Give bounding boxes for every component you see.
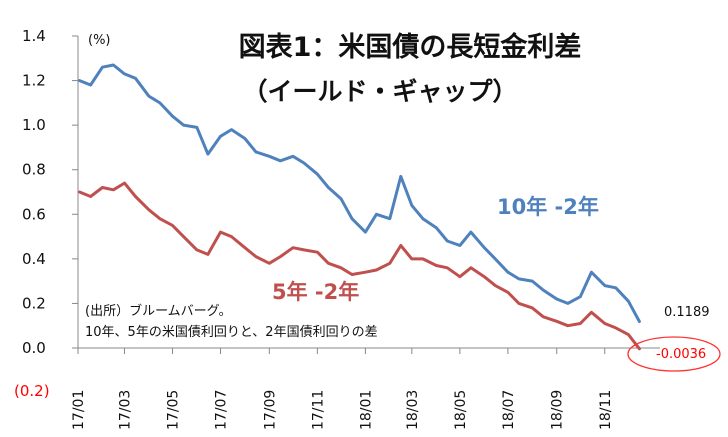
end-value-5y-2y: -0.0036 [656,347,706,362]
x-tick-label: 18/11 [598,390,614,430]
x-tick-label: 17/09 [262,390,278,430]
y-tick-label: 1.2 [22,72,46,90]
x-tick-label: 18/03 [405,390,421,430]
end-value-10y-2y: 0.1189 [664,305,710,320]
y-tick-label: 0.0 [22,339,46,357]
x-tick-label: 18/01 [358,390,374,430]
highlight-ellipse [627,336,721,372]
series-group [78,63,641,351]
axes [77,36,660,349]
source-note-line-1: (出所）ブルームバーグ。 [85,303,232,319]
y-axis-unit-label: (%) [88,33,111,48]
series-label-5y-2y: 5年 -2年 [272,280,359,304]
x-tick-label: 18/09 [550,390,566,430]
x-tick-label: 18/07 [501,390,517,430]
series-label-10y-2y: 10年 -2年 [497,195,599,219]
source-note-line-2: 10年、5年の米国債利回りと、2年国債利回りの差 [85,325,378,340]
x-tick-label: 17/01 [71,390,87,430]
y-tick-label: 1.0 [22,116,46,134]
series-line-10y-2y [78,63,641,323]
x-tick-label: 17/07 [214,390,230,430]
x-tick-label: 17/11 [310,390,326,430]
x-tick-group: 17/01 17/03 17/05 17/07 17/09 17/11 18/01 18/03… [71,348,614,430]
y-tick-label-negative: (0.2) [14,382,50,400]
series-line-5y-2y [78,181,641,351]
y-tick-label: 0.2 [22,294,46,312]
y-tick-label: 0.8 [22,161,46,179]
x-tick-label: 17/05 [165,390,181,430]
y-tick-group: 0.0 0.2 0.4 0.6 0.8 1.0 1.2 1.4 [22,27,78,357]
x-tick-label: 18/05 [453,390,469,430]
y-tick-label: 0.6 [22,205,46,223]
chart-title: 図表1：米国債の長短金利差 [239,31,582,63]
y-tick-label: 0.4 [22,250,46,268]
x-tick-label: 17/03 [117,390,133,430]
y-tick-label: 1.4 [22,27,46,45]
chart-subtitle: （イールド・ギャップ） [242,77,517,106]
